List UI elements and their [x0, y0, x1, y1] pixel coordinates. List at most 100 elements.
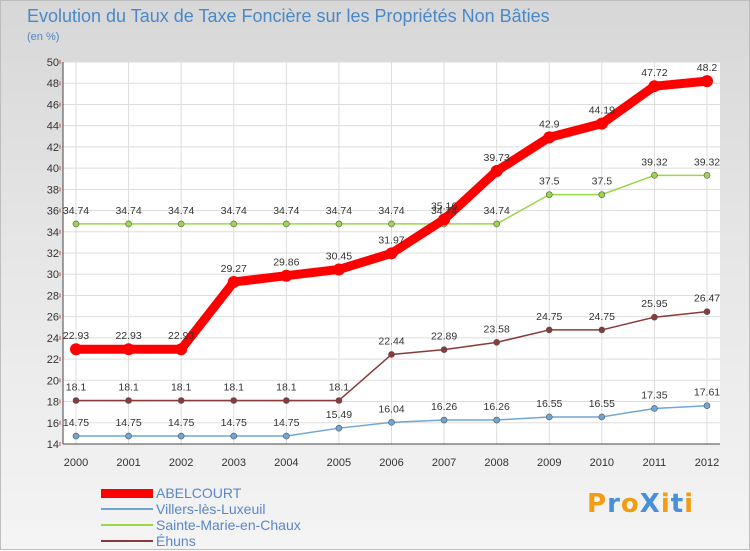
data-label: 18.1: [276, 381, 297, 393]
y-tick-label: 36: [47, 206, 59, 218]
data-point: [388, 220, 395, 228]
data-point: [703, 402, 711, 409]
data-label: 23.58: [484, 323, 510, 335]
logo-letter: X: [639, 489, 661, 519]
data-point: [335, 220, 343, 228]
x-tick-label: 2002: [169, 457, 193, 469]
legend-label: Sainte-Marie-en-Chaux: [156, 517, 301, 533]
logo-letter: t: [670, 489, 685, 519]
data-label: 14.75: [221, 417, 247, 429]
data-point: [438, 213, 451, 226]
data-point: [388, 351, 395, 358]
y-tick-label: 18: [47, 397, 59, 409]
data-label: 39.32: [641, 156, 667, 168]
data-label: 22.93: [115, 330, 141, 342]
data-label: 18.1: [118, 381, 139, 393]
data-point: [230, 397, 238, 404]
x-tick-label: 2008: [484, 457, 508, 469]
data-point: [283, 432, 290, 440]
data-point: [598, 191, 606, 198]
data-point: [543, 131, 556, 144]
x-tick-label: 2010: [590, 457, 614, 469]
x-tick-label: 2006: [379, 457, 403, 469]
data-label: 47.72: [641, 67, 667, 79]
data-label: 34.74: [63, 205, 89, 217]
data-point: [122, 343, 135, 356]
x-tick-label: 2012: [695, 457, 719, 469]
legend-label: Éhuns: [156, 533, 196, 549]
y-tick-label: 14: [47, 439, 59, 451]
data-label: 16.55: [536, 398, 562, 410]
data-point: [703, 308, 711, 315]
data-point: [493, 416, 500, 424]
data-label: 37.5: [592, 176, 613, 188]
data-point: [335, 424, 343, 432]
data-label: 18.1: [66, 381, 87, 393]
legend-swatch: [101, 524, 153, 526]
data-point: [70, 343, 82, 356]
data-label: 24.75: [536, 311, 562, 323]
data-label: 16.04: [378, 403, 404, 415]
y-tick-label: 30: [47, 269, 59, 281]
data-point: [230, 432, 238, 440]
data-point: [72, 397, 80, 404]
x-tick-label: 2005: [327, 457, 351, 469]
data-point: [332, 263, 345, 276]
data-point: [648, 80, 661, 93]
data-label: 48.2: [697, 62, 718, 74]
chart-unit-label: (en %): [27, 31, 60, 43]
data-label: 17.35: [641, 389, 667, 401]
data-label: 16.26: [431, 401, 457, 413]
y-tick-label: 40: [47, 163, 59, 175]
data-label: 22.93: [168, 330, 194, 342]
legend-label: ABELCOURT: [156, 485, 242, 501]
x-tick-label: 2011: [643, 457, 667, 469]
data-point: [283, 397, 290, 404]
data-label: 17.61: [694, 387, 720, 399]
data-label: 35.16: [431, 200, 457, 212]
data-label: 37.5: [539, 176, 560, 188]
data-point: [388, 419, 395, 426]
x-tick-label: 2000: [64, 457, 88, 469]
data-label: 14.75: [115, 417, 141, 429]
data-label: 18.1: [171, 381, 192, 393]
data-label: 26.47: [694, 293, 720, 305]
data-label: 39.73: [484, 152, 510, 164]
legend-swatch: [101, 540, 153, 542]
data-point: [595, 117, 608, 130]
data-point: [125, 397, 132, 404]
data-label: 14.75: [63, 417, 89, 429]
data-label: 14.75: [273, 417, 299, 429]
logo-letter: r: [607, 489, 621, 519]
y-tick-label: 22: [47, 354, 59, 366]
y-tick-label: 44: [47, 121, 59, 133]
data-point: [545, 191, 553, 198]
legend-swatch: [101, 508, 153, 510]
data-point: [598, 326, 606, 334]
data-label: 39.32: [694, 156, 720, 168]
y-tick-label: 34: [47, 227, 59, 239]
y-tick-label: 32: [47, 248, 59, 260]
data-label: 34.74: [431, 205, 457, 217]
x-tick-label: 2004: [274, 457, 298, 469]
data-label: 25.95: [641, 298, 667, 310]
x-tick-label: 2001: [116, 457, 140, 469]
data-point: [125, 220, 132, 228]
data-point: [175, 343, 188, 356]
y-tick-label: 24: [47, 333, 59, 345]
data-label: 15.49: [326, 409, 352, 421]
data-label: 34.74: [484, 205, 510, 217]
logo-letter: P: [587, 489, 608, 519]
data-label: 24.75: [589, 311, 615, 323]
data-label: 22.93: [63, 330, 89, 342]
data-point: [493, 339, 500, 346]
data-point: [440, 416, 448, 424]
data-label: 31.97: [378, 234, 404, 246]
data-point: [545, 413, 553, 421]
y-tick-label: 48: [47, 78, 59, 90]
data-point: [72, 432, 80, 440]
y-tick-label: 46: [47, 99, 59, 111]
y-tick-label: 50: [47, 57, 59, 69]
